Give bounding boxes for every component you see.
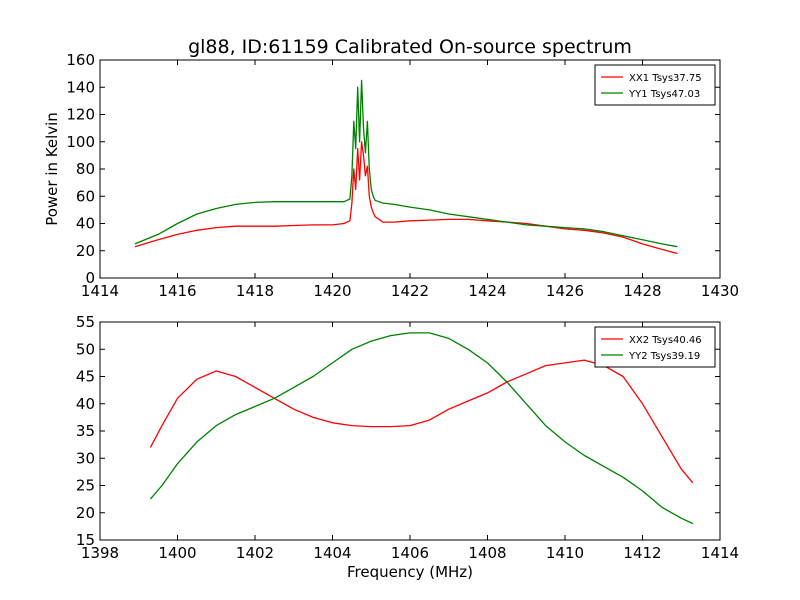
y-tick-label: 30 [76, 449, 95, 467]
legend-label: XX1 Tsys37.75 [629, 73, 702, 84]
legend-label: YY2 Tsys39.19 [628, 351, 700, 362]
y-tick-label: 60 [76, 187, 95, 205]
series-line-2 [149, 332, 694, 525]
x-tick-label: 1414 [701, 544, 739, 562]
x-tick-label: 1418 [236, 282, 274, 300]
x-axis-label: Frequency (MHz) [347, 563, 473, 581]
legend: XX2 Tsys40.46 YY2 Tsys39.19 [594, 326, 716, 368]
y-tick-label: 35 [76, 422, 95, 440]
x-tick-label: 1398 [81, 544, 119, 562]
y-tick-label: 20 [76, 504, 95, 522]
y-tick-label: 80 [76, 160, 95, 178]
x-tick-label: 1424 [468, 282, 506, 300]
y-tick-label: 15 [76, 531, 95, 549]
chart-title: gl88, ID:61159 Calibrated On-source spec… [188, 36, 632, 58]
series-line-1 [149, 359, 694, 484]
y-tick-label: 25 [76, 477, 95, 495]
y-tick-label: 40 [76, 215, 95, 233]
x-tick-label: 1412 [623, 544, 661, 562]
x-tick-label: 1410 [546, 544, 584, 562]
legend-box [594, 326, 716, 368]
series-line-2 [134, 79, 678, 248]
x-tick-label: 1414 [81, 282, 119, 300]
x-tick-label: 1406 [391, 544, 429, 562]
x-tick-label: 1408 [468, 544, 506, 562]
x-tick-label: 1430 [701, 282, 739, 300]
x-tick-label: 1422 [391, 282, 429, 300]
x-tick-label: 1404 [313, 544, 351, 562]
legend: XX1 Tsys37.75 YY1 Tsys47.03 [594, 64, 716, 106]
x-tick-label: 1428 [623, 282, 661, 300]
y-tick-label: 45 [76, 368, 95, 386]
x-tick-label: 1416 [158, 282, 196, 300]
x-tick-label: 1400 [158, 544, 196, 562]
y-tick-label: 0 [85, 269, 95, 287]
legend-box [594, 64, 716, 106]
y-tick-label: 20 [76, 242, 95, 260]
y-tick-label: 140 [66, 78, 95, 96]
x-tick-label: 1402 [236, 544, 274, 562]
bottom-chart-panel: Frequency (MHz) 1398 1400 1402 1404 1406 1408… [76, 313, 739, 581]
x-tick-label: 1420 [313, 282, 351, 300]
top-chart-panel: gl88, ID:61159 Calibrated On-source spec… [43, 36, 739, 300]
y-tick-label: 100 [66, 133, 95, 151]
x-tick-label: 1426 [546, 282, 584, 300]
y-tick-label: 50 [76, 340, 95, 358]
y-axis-label: Power in Kelvin [43, 112, 61, 226]
legend-label: XX2 Tsys40.46 [629, 335, 702, 346]
series-line-1 [134, 141, 678, 255]
legend-label: YY1 Tsys47.03 [628, 89, 700, 100]
y-tick-label: 120 [66, 106, 95, 124]
y-tick-label: 160 [66, 51, 95, 69]
y-tick-label: 40 [76, 395, 95, 413]
y-tick-label: 55 [76, 313, 95, 331]
